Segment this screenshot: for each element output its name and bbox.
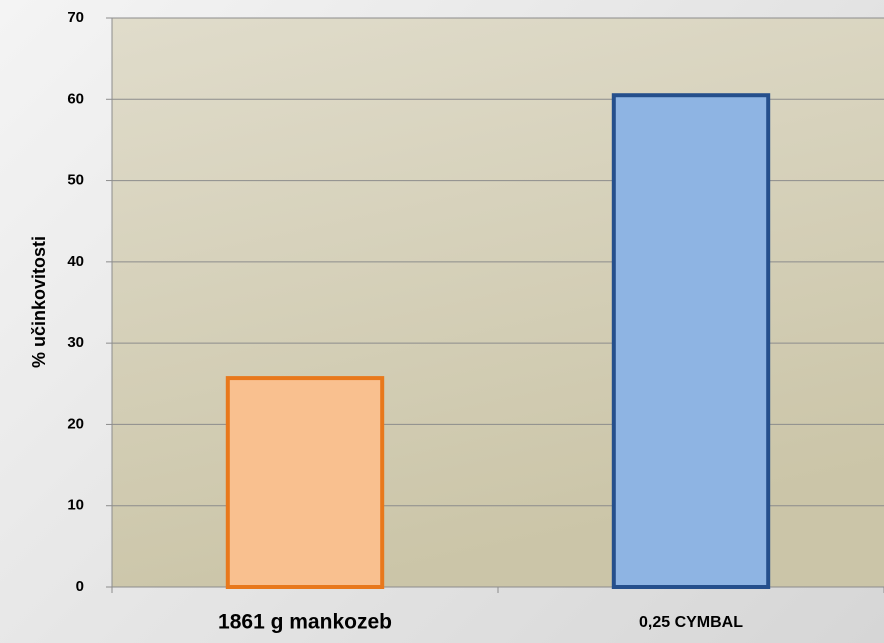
y-tick-label: 40	[67, 253, 84, 270]
y-tick-label: 60	[67, 90, 84, 107]
bar	[611, 93, 771, 589]
y-tick-label: 0	[76, 578, 84, 595]
y-tick-label: 30	[67, 334, 84, 351]
y-axis-label: % učinkovitosti	[29, 236, 49, 368]
bar	[225, 376, 385, 589]
x-tick-label: 0,25 CYMBAL	[639, 614, 743, 631]
y-tick-label: 50	[67, 172, 84, 189]
y-tick-label: 20	[67, 415, 84, 432]
x-tick-label: 1861 g mankozeb	[218, 611, 392, 634]
y-tick-label: 10	[67, 497, 84, 514]
y-tick-label: 70	[67, 9, 84, 26]
